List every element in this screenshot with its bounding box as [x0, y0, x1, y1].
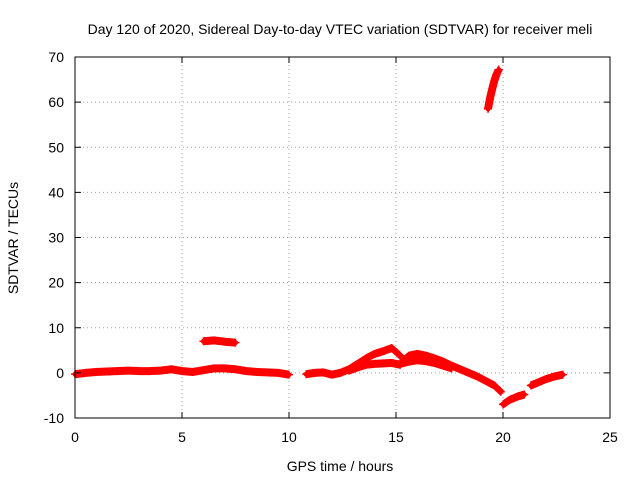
- data-segment-4: [396, 349, 505, 396]
- data-segment-0: [71, 364, 293, 379]
- y-tick-label: 60: [48, 94, 64, 110]
- y-tick-label: 70: [48, 49, 64, 65]
- data-series-sdtvar: [71, 65, 567, 409]
- x-axis-label: GPS time / hours: [287, 458, 394, 474]
- x-tick-label: 0: [71, 429, 79, 445]
- y-tick-label: 50: [48, 139, 64, 155]
- x-tick-label: 15: [388, 429, 404, 445]
- y-tick-label: 0: [56, 365, 64, 381]
- data-segment-3: [344, 358, 405, 375]
- data-segment-5: [396, 356, 456, 373]
- data-segment-8: [526, 370, 567, 390]
- x-tick-label: 5: [178, 429, 186, 445]
- data-point-markers: [396, 349, 505, 396]
- x-axis-ticks: 0 5 10 15 20 25: [71, 57, 618, 445]
- y-tick-label: -10: [44, 410, 64, 426]
- y-axis-label: SDTVAR / TECUs: [5, 182, 21, 294]
- y-tick-label: 10: [48, 320, 64, 336]
- data-segment-7: [499, 390, 529, 409]
- data-segment-1: [199, 336, 240, 347]
- y-tick-label: 30: [48, 230, 64, 246]
- x-tick-label: 10: [281, 429, 297, 445]
- chart-title: Day 120 of 2020, Sidereal Day-to-day VTE…: [88, 21, 593, 37]
- y-axis-ticks: -10 0 10 20 30 40 50 60 70: [44, 49, 610, 426]
- data-segment-6: [484, 65, 503, 113]
- data-point-markers: [199, 336, 240, 347]
- data-point-markers: [499, 390, 529, 409]
- x-tick-label: 20: [495, 429, 511, 445]
- data-point-markers: [71, 364, 293, 379]
- x-tick-label: 25: [602, 429, 618, 445]
- data-point-markers: [344, 358, 405, 375]
- grid-lines: [75, 57, 610, 418]
- data-point-markers: [396, 356, 456, 373]
- y-tick-label: 20: [48, 275, 64, 291]
- data-point-markers: [526, 370, 567, 390]
- data-point-markers: [484, 65, 503, 113]
- y-tick-label: 40: [48, 184, 64, 200]
